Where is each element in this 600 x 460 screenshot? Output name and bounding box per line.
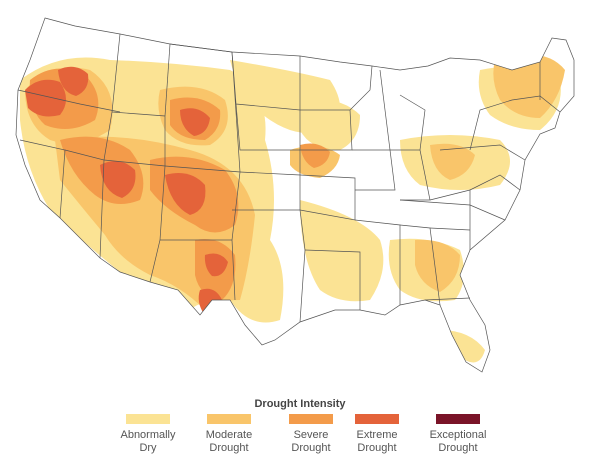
extreme-drought-areas (25, 66, 228, 315)
legend-swatch (436, 414, 480, 424)
legend-item-moderate-drought: Moderate Drought (184, 414, 274, 455)
drought-legend: Abnormally Dry Moderate Drought Severe D… (0, 414, 600, 460)
legend-label-line2: Drought (291, 442, 331, 454)
drought-map (15, 17, 575, 373)
state-boundaries (15, 17, 575, 373)
legend-title: Drought Intensity (254, 398, 346, 410)
legend-label-line1: Extreme (356, 429, 398, 441)
legend-label-line1: Abnormally (120, 429, 176, 441)
legend-swatch (126, 414, 170, 424)
legend-label-line1: Moderate (205, 429, 253, 441)
legend-label-line2: Drought (209, 442, 249, 454)
legend-label-line1: Exceptional (429, 429, 487, 441)
legend-swatch (289, 414, 333, 424)
legend-label-line2: Drought (438, 442, 478, 454)
legend-swatch (355, 414, 399, 424)
legend-label-line1: Severe (293, 429, 329, 441)
legend-label-line2: Drought (357, 442, 397, 454)
legend-label-line2: Dry (139, 442, 157, 454)
legend-item-exceptional-drought: Exceptional Drought (413, 414, 503, 455)
legend-item-abnormally-dry: Abnormally Dry (103, 414, 193, 455)
legend-swatch (207, 414, 251, 424)
legend-item-extreme-drought: Extreme Drought (332, 414, 422, 455)
legend-item-severe-drought: Severe Drought (266, 414, 356, 455)
